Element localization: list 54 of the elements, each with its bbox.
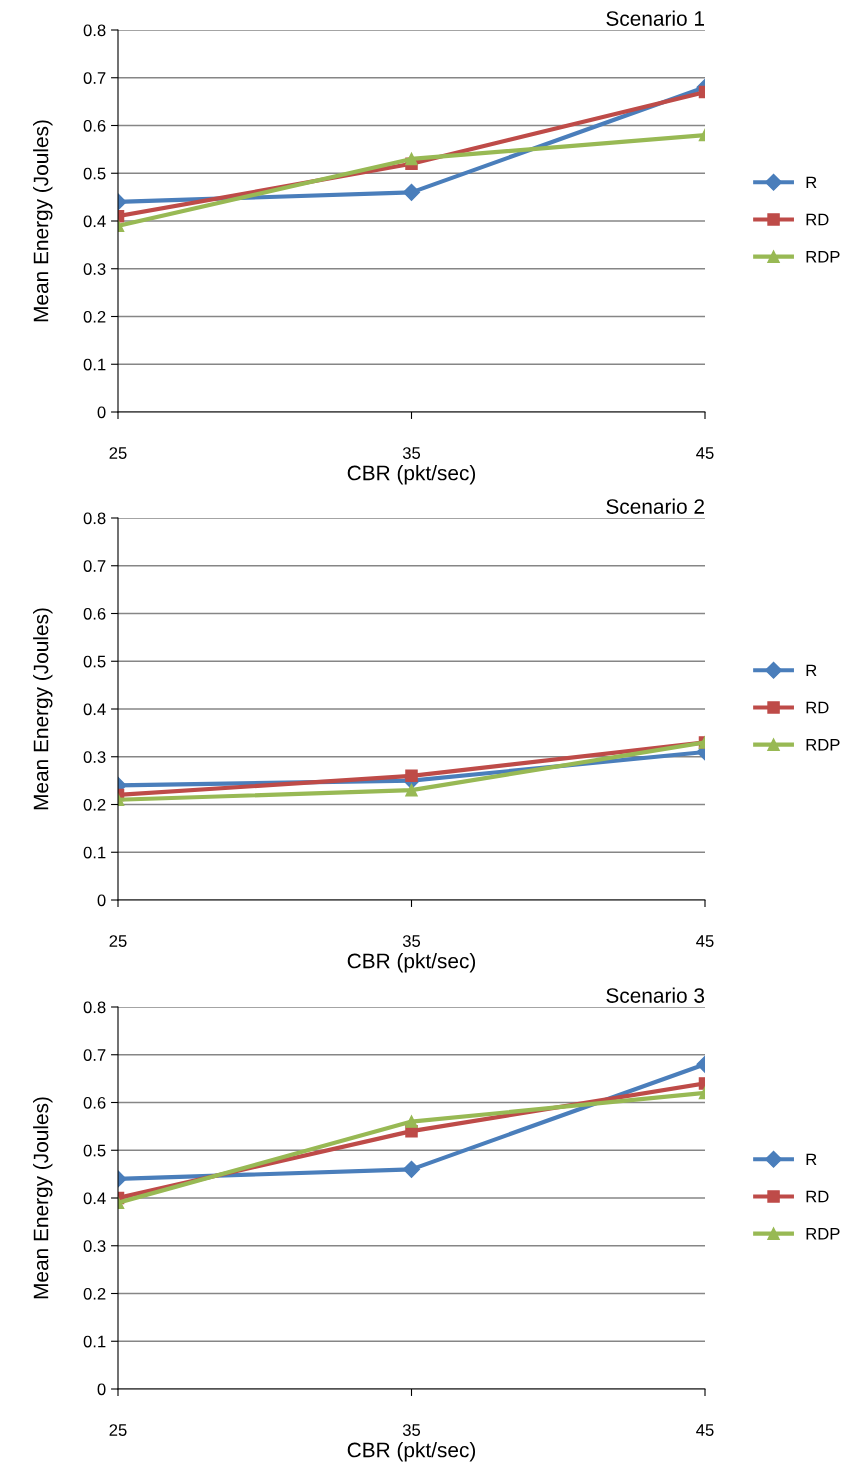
chart-title: Scenario 3: [606, 987, 705, 1003]
legend-label: RD: [806, 701, 829, 714]
x-tick-label: 35: [402, 447, 421, 459]
y-tick-label: 0: [97, 894, 106, 907]
y-tick-label: 0.2: [83, 798, 106, 811]
y-tick-label: 0.4: [83, 215, 106, 228]
x-tick-label: 35: [402, 935, 421, 947]
x-axis-title: CBR (pkt/sec): [347, 953, 476, 973]
y-axis-title: Mean Energy (Joules): [33, 120, 53, 322]
y-tick-label: 0.3: [83, 1240, 106, 1252]
y-tick-label: 0.2: [83, 1287, 106, 1300]
legend-label: RD: [806, 1190, 829, 1203]
y-axis-title: Mean Energy (Joules): [33, 1097, 53, 1299]
y-tick-label: 0.8: [83, 1001, 106, 1014]
x-tick-label: 25: [109, 447, 127, 459]
y-tick-label: 0.1: [83, 1335, 106, 1348]
legend-label: RDP: [806, 251, 840, 263]
y-tick-label: 0.5: [83, 167, 106, 180]
y-tick-label: 0.3: [83, 751, 106, 763]
y-tick-label: 0.4: [83, 1192, 106, 1205]
legend-label: RDP: [806, 739, 840, 751]
y-tick-label: 0.5: [83, 655, 106, 668]
chart-title: Scenario 1: [606, 10, 704, 26]
y-tick-label: 0.7: [83, 560, 106, 572]
y-tick-label: 0: [97, 406, 106, 419]
y-tick-label: 0.4: [83, 703, 106, 716]
y-tick-label: 0.6: [83, 607, 106, 620]
y-tick-label: 0: [97, 1383, 106, 1396]
legend-label: R: [806, 1153, 817, 1166]
y-tick-label: 0.6: [83, 119, 106, 132]
chart-title: Scenario 2: [606, 498, 704, 514]
y-tick-label: 0.5: [83, 1144, 106, 1157]
y-tick-label: 0.3: [83, 263, 106, 275]
y-tick-label: 0.8: [83, 512, 106, 525]
y-tick-label: 0.8: [83, 24, 106, 37]
y-tick-label: 0.7: [83, 1049, 106, 1061]
legend-label: R: [806, 176, 817, 189]
y-tick-label: 0.2: [83, 310, 106, 323]
x-axis-title: CBR (pkt/sec): [347, 1442, 476, 1462]
x-tick-label: 45: [696, 447, 714, 459]
x-axis-title: CBR (pkt/sec): [347, 465, 476, 485]
legend-label: R: [806, 664, 817, 677]
legend-label: RD: [806, 213, 829, 226]
legend-label: RDP: [806, 1228, 840, 1240]
y-tick-label: 0.1: [83, 846, 106, 859]
y-axis-title: Mean Energy (Joules): [33, 608, 53, 810]
y-tick-label: 0.7: [83, 72, 106, 84]
x-tick-label: 35: [402, 1424, 421, 1436]
y-tick-label: 0.6: [83, 1096, 106, 1109]
x-tick-label: 25: [109, 935, 127, 947]
x-tick-label: 25: [109, 1424, 127, 1436]
x-tick-label: 45: [696, 935, 714, 947]
x-tick-label: 45: [696, 1424, 714, 1436]
y-tick-label: 0.1: [83, 358, 106, 371]
